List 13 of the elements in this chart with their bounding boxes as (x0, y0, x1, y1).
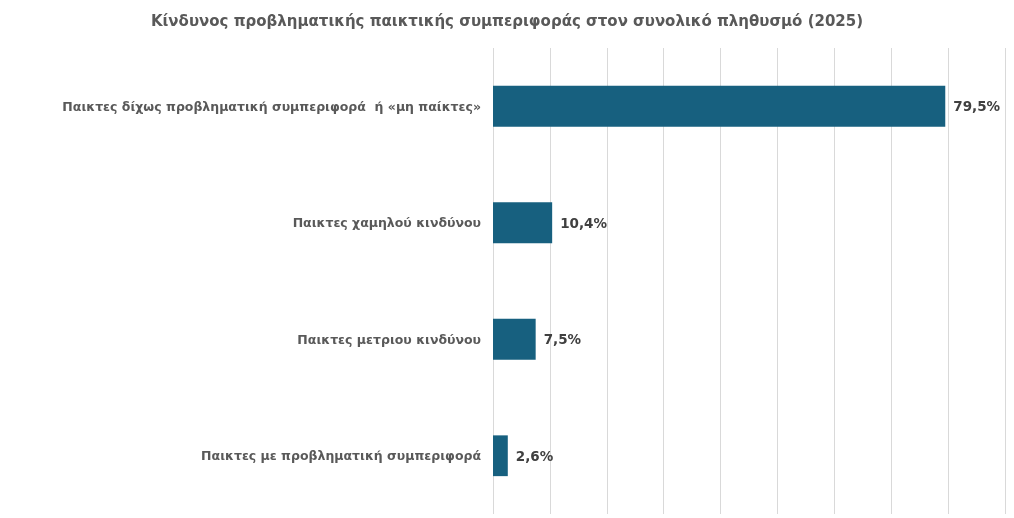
y-tick-label: Παικτες χαμηλού κινδύνου (292, 215, 481, 231)
y-tick-label: Παικτες με προβληματική συμπεριφορά (201, 448, 482, 464)
data-label: 7,5% (543, 331, 582, 348)
bar (493, 85, 946, 127)
bar (493, 435, 508, 477)
bar (493, 318, 536, 360)
data-label: 2,6% (515, 447, 554, 464)
data-label: 10,4% (560, 214, 608, 231)
data-label: 79,5% (953, 98, 1001, 115)
y-tick-label: Παικτες μετριου κινδύνου (297, 331, 481, 347)
chart-title: Κίνδυνος προβληματικής παικτικής συμπεριφοράς στον συνολικό πληθυσμό (2025) (150, 11, 864, 30)
bar (493, 202, 553, 244)
y-tick-label: Παικτες δίχως προβληματική συμπεριφορά ή «μη παίκτες» (62, 98, 481, 114)
